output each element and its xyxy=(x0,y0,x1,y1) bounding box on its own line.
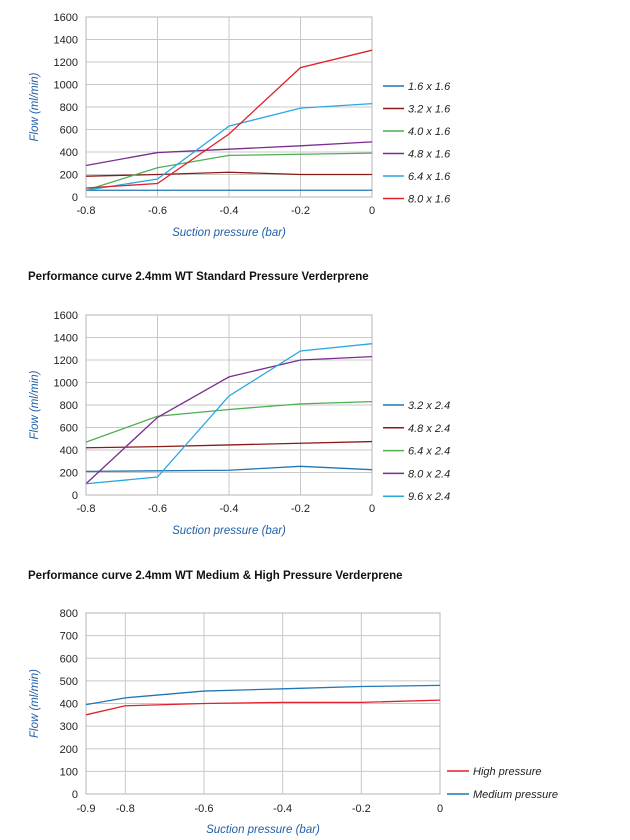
chart-2-plot-frame xyxy=(85,314,373,496)
chart-2-y-tick-label: 800 xyxy=(60,400,78,412)
chart-1-series-line-4 xyxy=(85,141,373,167)
chart-2-legend-label-5: 9.6 x 2.4 xyxy=(408,491,450,503)
chart-1-x-tick-label: -0.2 xyxy=(291,205,310,217)
chart-1-y-tick-label: 1400 xyxy=(54,35,78,47)
chart-3-y-tick-label: 200 xyxy=(60,744,78,756)
chart-1-legend-label-4: 4.8 x 1.6 xyxy=(408,149,451,161)
chart-3-x-tick-label: -0.9 xyxy=(77,803,96,815)
chart-1-x-tick-label: 0 xyxy=(369,205,375,217)
chart-1-y-tick-label: 1200 xyxy=(54,57,78,69)
chart-1-y-tick-label: 200 xyxy=(60,170,78,182)
chart-2-y-tick-label: 1600 xyxy=(54,310,78,322)
chart-2-legend-label-2: 4.8 x 2.4 xyxy=(408,423,450,435)
chart-1-y-tick-label: 1600 xyxy=(54,12,78,24)
chart-1-y-tick-label: 800 xyxy=(60,102,78,114)
chart-2-series-line-3 xyxy=(85,400,373,443)
chart-1-legend-label-1: 1.6 x 1.6 xyxy=(408,81,451,93)
chart-3-x-tick-label: -0.2 xyxy=(352,803,371,815)
chart-1-x-tick-label: -0.4 xyxy=(220,205,239,217)
chart-3-series-line-1 xyxy=(85,699,441,716)
chart-1-legend-label-6: 8.0 x 1.6 xyxy=(408,194,451,206)
chart-1-y-tick-label: 600 xyxy=(60,125,78,137)
chart-2-series-line-5 xyxy=(85,343,373,485)
chart-2-y-tick-label: 400 xyxy=(60,445,78,457)
chart-2-series-line-2 xyxy=(85,440,373,449)
chart-2-title: Performance curve 2.4mm WT Standard Pres… xyxy=(28,271,369,283)
chart-3-y-tick-label: 500 xyxy=(60,676,78,688)
chart-2-x-tick-label: -0.2 xyxy=(291,503,310,515)
chart-3-y-tick-label: 300 xyxy=(60,721,78,733)
chart-3-legend-label-2: Medium pressure xyxy=(473,789,558,801)
chart-3-plot-frame xyxy=(85,612,441,795)
chart-3-y-tick-label: 800 xyxy=(60,608,78,620)
chart-1-y-tick-label: 400 xyxy=(60,147,78,159)
chart-1-series-line-3 xyxy=(85,152,373,191)
chart-3-y-tick-label: 0 xyxy=(72,789,78,801)
chart-1-y-tick-label: 0 xyxy=(72,192,78,204)
chart-3-x-tick-label: 0 xyxy=(437,803,443,815)
chart-3-x-axis-label: Suction pressure (bar) xyxy=(206,824,320,836)
chart-1-x-tick-label: -0.6 xyxy=(148,205,167,217)
chart-2-legend-label-1: 3.2 x 2.4 xyxy=(408,400,450,412)
chart-2-y-tick-label: 1200 xyxy=(54,355,78,367)
chart-2-x-tick-label: -0.4 xyxy=(220,503,239,515)
chart-2-x-tick-label: -0.8 xyxy=(77,503,96,515)
chart-1-x-tick-label: -0.8 xyxy=(77,205,96,217)
chart-2-x-tick-label: -0.6 xyxy=(148,503,167,515)
chart-3-x-tick-label: -0.4 xyxy=(273,803,292,815)
chart-1-legend-label-3: 4.0 x 1.6 xyxy=(408,126,451,138)
chart-3-legend-label-1: High pressure xyxy=(473,766,541,778)
chart-1-legend-label-5: 6.4 x 1.6 xyxy=(408,171,451,183)
chart-2-legend-label-4: 8.0 x 2.4 xyxy=(408,468,450,480)
chart-2-series-line-4 xyxy=(85,355,373,485)
chart-1-series-line-6 xyxy=(85,49,373,189)
chart-1-series-line-5 xyxy=(85,102,373,191)
chart-1-y-axis-label: Flow (ml/min) xyxy=(29,72,41,141)
chart-3-y-tick-label: 600 xyxy=(60,653,78,665)
chart-3-y-tick-label: 700 xyxy=(60,631,78,643)
chart-2-x-axis-label: Suction pressure (bar) xyxy=(172,525,286,537)
chart-2-y-tick-label: 1000 xyxy=(54,378,78,390)
chart-1-plot-frame xyxy=(85,16,373,198)
chart-3-y-tick-label: 100 xyxy=(60,766,78,778)
chart-1-x-axis-label: Suction pressure (bar) xyxy=(172,227,286,239)
chart-3-y-tick-label: 400 xyxy=(60,699,78,711)
chart-2-y-tick-label: 0 xyxy=(72,490,78,502)
chart-3-x-tick-label: -0.8 xyxy=(116,803,135,815)
chart-2-series-line-1 xyxy=(85,465,373,473)
chart-2-y-tick-label: 600 xyxy=(60,423,78,435)
chart-1-legend-label-2: 3.2 x 1.6 xyxy=(408,104,451,116)
chart-2-x-tick-label: 0 xyxy=(369,503,375,515)
chart-3-series-line-2 xyxy=(85,684,441,706)
chart-3-x-tick-label: -0.6 xyxy=(195,803,214,815)
chart-1-y-tick-label: 1000 xyxy=(54,80,78,92)
chart-3-title: Performance curve 2.4mm WT Medium & High… xyxy=(28,570,403,582)
chart-2-y-tick-label: 1400 xyxy=(54,333,78,345)
chart-2-legend-label-3: 6.4 x 2.4 xyxy=(408,446,450,458)
chart-2-y-tick-label: 200 xyxy=(60,468,78,480)
chart-3-y-axis-label: Flow (ml/min) xyxy=(29,669,41,738)
chart-2-y-axis-label: Flow (ml/min) xyxy=(29,370,41,439)
